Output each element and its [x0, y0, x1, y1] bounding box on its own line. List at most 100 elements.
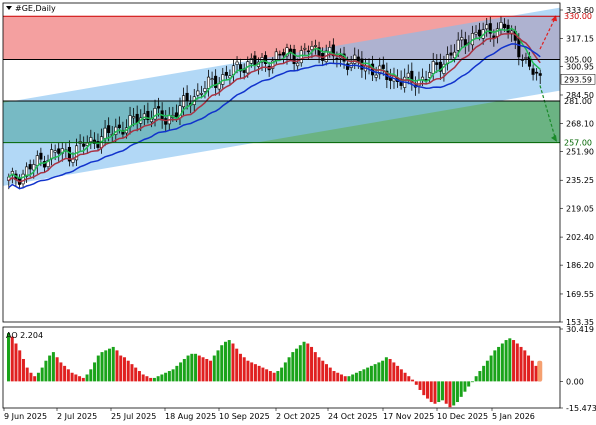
candle-body: [271, 60, 275, 69]
candle-body: [25, 166, 29, 177]
level-badge-bg: [561, 54, 595, 65]
ao-bar: [377, 362, 381, 382]
ao-bar: [164, 372, 168, 382]
candle-body: [281, 52, 285, 56]
ao-bar: [152, 377, 156, 382]
ao-bar: [444, 381, 448, 404]
ao-bar: [504, 340, 508, 382]
ao-bar: [190, 353, 194, 382]
x-tick-label: 10 Sep 2025: [219, 412, 270, 421]
candle-body: [224, 71, 228, 76]
candle-body: [503, 23, 507, 29]
ao-bar: [515, 343, 519, 382]
ao-panel-frame: [2, 326, 561, 409]
level-badge-bg: [561, 11, 595, 22]
ao-bar: [18, 350, 22, 382]
ao-bar: [530, 360, 534, 382]
ao-bar: [388, 358, 392, 382]
ao-bar: [280, 367, 284, 382]
candle-body: [449, 52, 453, 56]
ao-bar: [328, 367, 332, 382]
candle-body: [157, 106, 161, 109]
candle-body: [463, 39, 467, 46]
ao-bar: [108, 348, 112, 382]
ao-bar: [298, 345, 302, 382]
x-tick-label: 2 Oct 2025: [276, 412, 320, 421]
candle-body: [474, 32, 478, 35]
candle-body: [103, 127, 107, 139]
candle-body: [253, 55, 257, 65]
ao-bar: [78, 376, 82, 382]
candle-body: [381, 64, 385, 69]
forecast-down-arrowhead: [551, 134, 557, 142]
ao-bar: [93, 362, 97, 382]
ao-bar: [399, 369, 403, 382]
candle-body: [203, 88, 207, 92]
ao-bar: [429, 381, 433, 403]
ao-bar: [74, 374, 78, 382]
price-tick-label: 333.60: [566, 6, 594, 15]
candle-body: [456, 39, 460, 51]
ao-bar: [10, 336, 14, 382]
ao-bar: [126, 360, 130, 382]
candle-body: [117, 124, 121, 129]
ao-bar: [130, 364, 134, 382]
candle-body: [278, 53, 282, 56]
ao-bar: [119, 355, 123, 382]
ao-bar: [235, 348, 239, 382]
ao-bar: [36, 372, 40, 382]
ao-bar: [167, 371, 171, 382]
price-tick-label: 317.15: [566, 34, 594, 43]
ao-bar: [171, 369, 175, 382]
ao-bar: [231, 343, 235, 382]
x-tick-label: 25 Jul 2025: [111, 412, 156, 421]
candle-body: [35, 155, 39, 166]
ao-bar: [7, 333, 10, 382]
candle-body: [296, 62, 300, 67]
ao-bar: [414, 381, 418, 385]
ao-bar: [59, 362, 63, 382]
ao-bar: [392, 362, 396, 382]
candle-body: [535, 71, 539, 74]
candle-body: [488, 23, 492, 34]
price-tick-label: 284.50: [566, 91, 594, 100]
ao-bar: [519, 346, 523, 382]
ao-bar: [63, 365, 67, 382]
x-tick-label: 10 Dec 2025: [437, 412, 488, 421]
candle-body: [299, 50, 303, 64]
ao-bar: [527, 355, 531, 382]
x-tick-label: 9 Jun 2025: [4, 412, 47, 421]
candle-body: [107, 125, 111, 134]
candle-body: [274, 51, 278, 61]
ao-bar: [66, 369, 70, 382]
ao-bar: [497, 346, 501, 382]
ao-bar: [343, 376, 347, 382]
ao-bar: [336, 372, 340, 382]
ao-bar: [85, 374, 89, 382]
candle-body: [89, 137, 93, 143]
ao-bar: [216, 350, 220, 382]
candle-body: [235, 61, 239, 65]
level-label-330.00: 330.00: [564, 12, 592, 21]
ao-bar: [354, 372, 358, 382]
ao-bar: [115, 350, 119, 382]
level-badge-bg: [561, 137, 595, 148]
price-tick-label: 251.90: [566, 147, 594, 156]
menu-triangle-icon: [6, 6, 12, 10]
ao-bar: [411, 379, 415, 382]
ao-bar: [33, 376, 37, 382]
candle-body: [406, 72, 410, 78]
candle-body: [524, 57, 528, 59]
level-label-281.00: 281.00: [564, 97, 592, 106]
ao-bar: [351, 374, 355, 382]
ao-bar: [373, 364, 377, 382]
ao-bar: [122, 357, 126, 382]
ao-current-marker: [537, 360, 543, 382]
ao-bar: [339, 374, 343, 382]
moving-average-fast: [8, 27, 541, 179]
candle-body: [239, 64, 243, 72]
candle-body: [517, 37, 521, 58]
x-tick-label: 5 Jan 2026: [492, 412, 535, 421]
ao-bar: [272, 372, 276, 382]
ao-bar: [141, 374, 145, 382]
